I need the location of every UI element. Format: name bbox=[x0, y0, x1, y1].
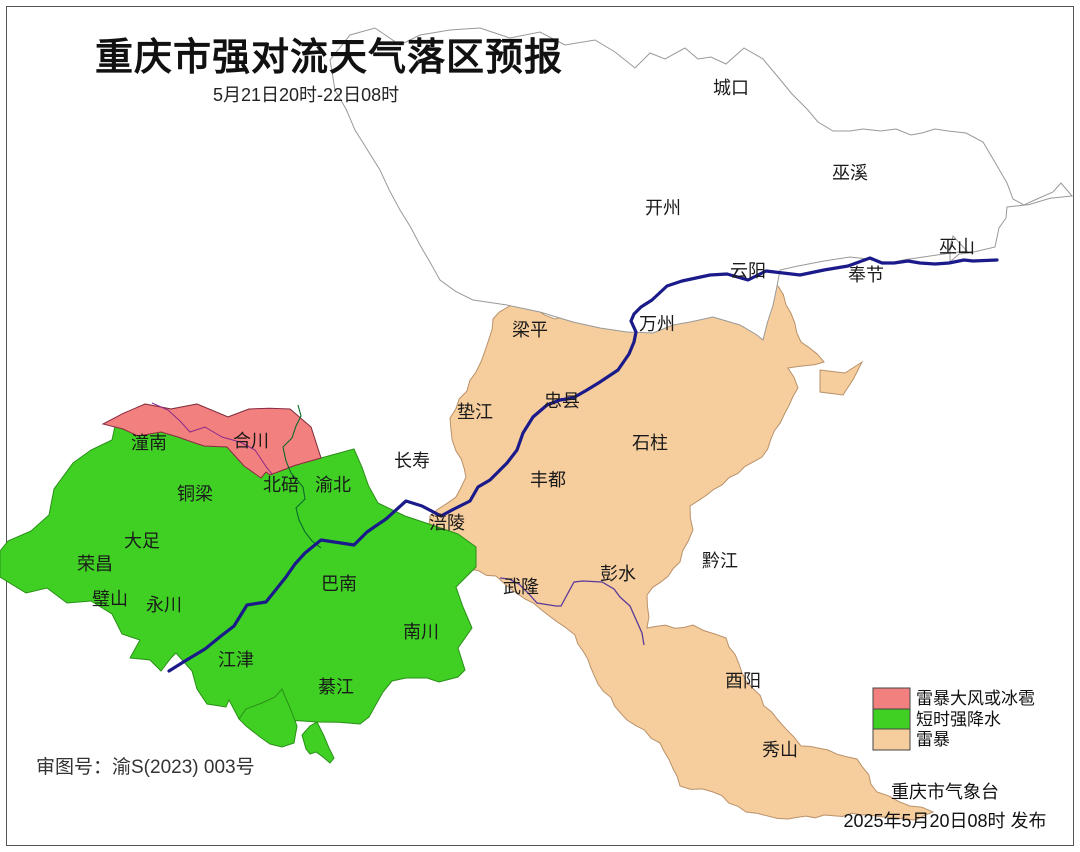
svg-text:南川: 南川 bbox=[403, 622, 439, 642]
svg-text:巫山: 巫山 bbox=[939, 237, 975, 257]
svg-text:彭水: 彭水 bbox=[600, 564, 636, 584]
svg-text:涪陵: 涪陵 bbox=[429, 513, 465, 533]
svg-text:黔江: 黔江 bbox=[702, 551, 738, 571]
svg-text:綦江: 綦江 bbox=[318, 677, 354, 697]
svg-text:云阳: 云阳 bbox=[730, 261, 766, 281]
svg-text:秀山: 秀山 bbox=[762, 740, 798, 760]
svg-text:江津: 江津 bbox=[218, 650, 254, 670]
svg-text:垫江: 垫江 bbox=[457, 402, 493, 422]
svg-text:长寿: 长寿 bbox=[394, 451, 430, 471]
svg-text:短时强降水: 短时强降水 bbox=[916, 710, 1001, 729]
svg-text:永川: 永川 bbox=[146, 595, 182, 615]
svg-text:大足: 大足 bbox=[124, 531, 160, 551]
svg-text:潼南: 潼南 bbox=[131, 433, 167, 453]
svg-text:武隆: 武隆 bbox=[503, 577, 539, 597]
svg-text:忠县: 忠县 bbox=[544, 391, 580, 411]
svg-text:合川: 合川 bbox=[233, 431, 269, 451]
svg-text:雷暴大风或冰雹: 雷暴大风或冰雹 bbox=[916, 689, 1035, 708]
svg-text:丰都: 丰都 bbox=[530, 470, 566, 490]
svg-text:奉节: 奉节 bbox=[848, 265, 884, 285]
svg-text:铜梁: 铜梁 bbox=[177, 484, 213, 504]
svg-text:梁平: 梁平 bbox=[512, 320, 548, 340]
svg-text:酉阳: 酉阳 bbox=[725, 671, 761, 691]
svg-text:璧山: 璧山 bbox=[92, 589, 128, 609]
svg-text:渝北: 渝北 bbox=[315, 475, 351, 495]
svg-text:万州: 万州 bbox=[639, 314, 675, 334]
svg-text:石柱: 石柱 bbox=[632, 433, 668, 453]
svg-text:荣昌: 荣昌 bbox=[77, 554, 113, 574]
svg-text:城口: 城口 bbox=[713, 78, 749, 98]
svg-text:雷暴: 雷暴 bbox=[916, 730, 950, 749]
svg-text:北碚: 北碚 bbox=[263, 475, 299, 495]
svg-text:开州: 开州 bbox=[645, 198, 681, 218]
svg-text:巴南: 巴南 bbox=[321, 574, 357, 594]
svg-text:巫溪: 巫溪 bbox=[832, 163, 868, 183]
